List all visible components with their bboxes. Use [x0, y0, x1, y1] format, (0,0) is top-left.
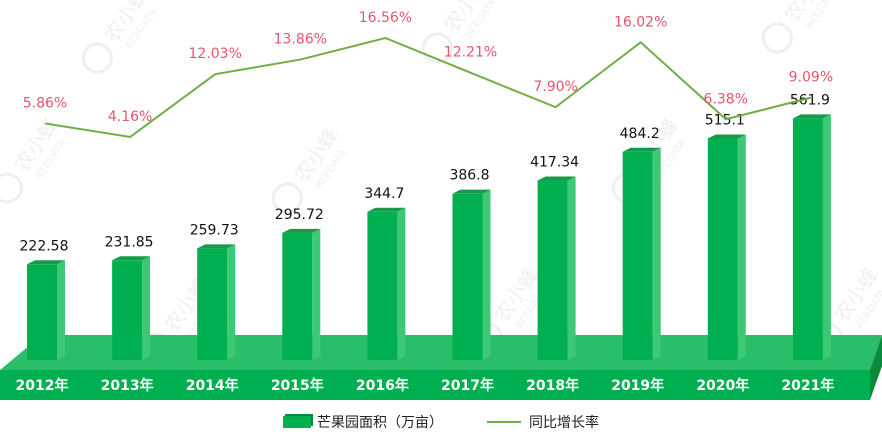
legend-item-bar: 芒果园面积（万亩） — [283, 412, 443, 432]
line-value-label: 6.38% — [704, 91, 748, 107]
legend-bar-swatch — [283, 416, 311, 428]
bar-value-label: 515.1 — [705, 113, 745, 129]
x-tick-label: 2020年 — [696, 377, 749, 394]
platform-front — [0, 370, 870, 400]
x-tick-label: 2016年 — [356, 377, 409, 394]
bar — [707, 134, 746, 360]
bar-value-label: 222.58 — [20, 238, 69, 254]
x-tick-label: 2019年 — [611, 377, 664, 394]
legend-line-swatch — [487, 421, 521, 423]
bar-value-label: 295.72 — [275, 207, 324, 223]
bar-series — [27, 114, 831, 361]
line-value-label: 5.86% — [23, 95, 67, 111]
bar — [197, 244, 236, 360]
bar-value-label: 259.73 — [190, 222, 239, 238]
bar — [792, 114, 831, 361]
bar-value-label: 231.85 — [105, 234, 154, 250]
bar-value-label: 561.9 — [790, 92, 830, 108]
line-value-label: 4.16% — [108, 109, 152, 125]
legend-item-line: 同比增长率 — [487, 412, 599, 432]
x-axis-labels: 2012年 2013年 2014年 2015年 2016年 2017年 2018年 2019年… — [16, 377, 835, 394]
x-tick-label: 2014年 — [186, 377, 239, 394]
x-tick-label: 2013年 — [101, 377, 154, 394]
line-value-label: 12.21% — [444, 45, 497, 61]
bar — [367, 207, 406, 360]
bar-value-label: 417.34 — [530, 155, 579, 171]
legend-line-label: 同比增长率 — [529, 415, 599, 431]
x-tick-label: 2021年 — [781, 377, 834, 394]
line-series — [44, 36, 812, 139]
x-tick-label: 2018年 — [526, 377, 579, 394]
bar — [452, 189, 491, 360]
bar-value-label: 344.7 — [364, 186, 404, 202]
bar-value-label: 386.8 — [449, 168, 489, 184]
platform-side — [870, 335, 882, 400]
x-tick-label: 2012年 — [16, 377, 69, 394]
bar — [537, 176, 576, 360]
line-value-label: 13.86% — [274, 32, 327, 48]
chart: 农小蜂BEEDATA农小蜂BEEDATA农小蜂BEEDATA农小蜂BEEDATA… — [0, 0, 882, 400]
line-value-label: 16.56% — [359, 10, 412, 26]
chart-base-platform — [0, 335, 882, 400]
bar — [622, 147, 661, 360]
line-value-label: 16.02% — [614, 14, 667, 30]
line-value-label: 12.03% — [189, 46, 242, 62]
line-value-labels: 5.86% 4.16% 12.03% 13.86% 16.56% 12.21% 7.90% 1… — [23, 10, 833, 125]
legend: 芒果园面积（万亩） 同比增长率 — [0, 410, 882, 434]
bar — [282, 228, 321, 360]
bar-value-label: 484.2 — [620, 126, 660, 142]
x-tick-label: 2017年 — [441, 377, 494, 394]
bar — [112, 256, 151, 360]
line-value-label: 9.09% — [789, 70, 833, 86]
legend-bar-label: 芒果园面积（万亩） — [317, 415, 443, 431]
line-value-label: 7.90% — [533, 79, 577, 95]
growth-rate-line — [44, 36, 812, 139]
x-tick-label: 2015年 — [271, 377, 324, 394]
bar — [27, 260, 65, 360]
